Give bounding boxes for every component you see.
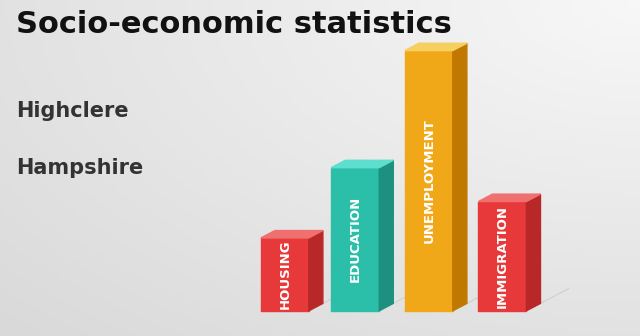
Text: Socio-economic statistics: Socio-economic statistics: [16, 10, 452, 39]
Text: Highclere: Highclere: [16, 101, 129, 121]
Text: HOUSING: HOUSING: [278, 240, 291, 309]
Polygon shape: [405, 43, 467, 51]
Text: IMMIGRATION: IMMIGRATION: [496, 205, 509, 308]
Polygon shape: [405, 303, 467, 311]
Text: Hampshire: Hampshire: [16, 158, 143, 178]
Polygon shape: [332, 168, 380, 311]
Polygon shape: [332, 160, 393, 168]
Polygon shape: [380, 160, 393, 311]
Polygon shape: [479, 202, 526, 311]
Polygon shape: [479, 303, 540, 311]
Text: UNEMPLOYMENT: UNEMPLOYMENT: [422, 118, 435, 243]
Polygon shape: [526, 194, 540, 311]
Polygon shape: [405, 51, 453, 311]
Text: EDUCATION: EDUCATION: [349, 196, 362, 282]
Polygon shape: [453, 43, 467, 311]
Polygon shape: [261, 238, 309, 311]
Polygon shape: [479, 194, 540, 202]
Polygon shape: [332, 303, 393, 311]
Polygon shape: [309, 230, 323, 311]
Polygon shape: [261, 230, 323, 238]
Polygon shape: [261, 303, 323, 311]
